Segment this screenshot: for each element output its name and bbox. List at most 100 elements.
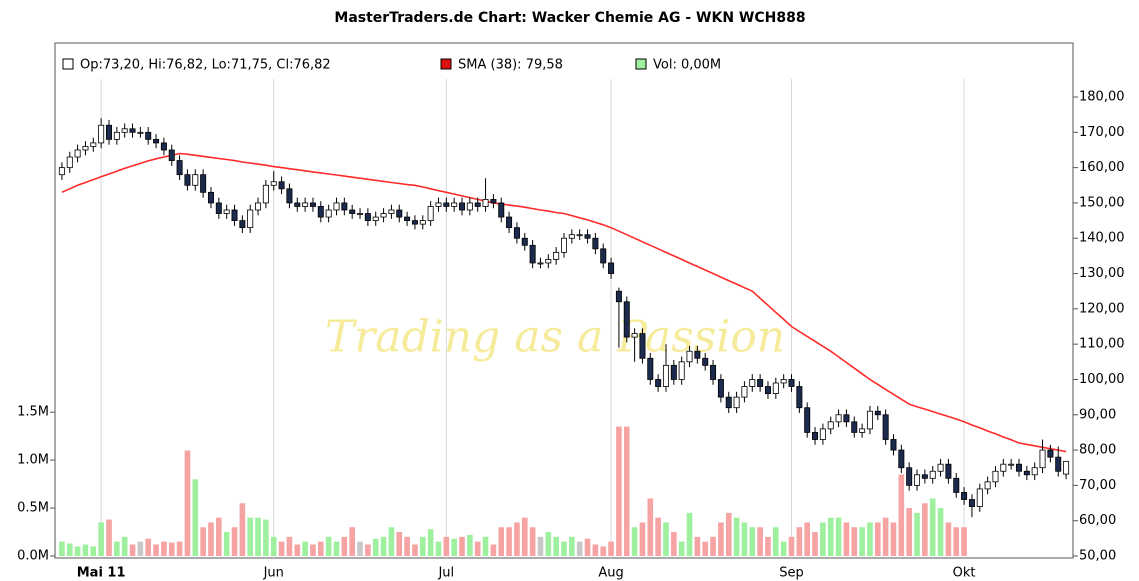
volume-bar (467, 535, 473, 556)
volume-bar (302, 542, 308, 556)
candle-body (318, 206, 323, 217)
candle-body (483, 199, 488, 206)
volume-bar (334, 542, 340, 556)
candle-body (1048, 450, 1053, 457)
candle-body (593, 238, 598, 249)
candle-body (506, 217, 511, 228)
volume-bar (389, 527, 395, 556)
y-tick-label: 120,00 (1079, 301, 1125, 316)
volume-bar (734, 518, 740, 556)
candle-body (287, 189, 292, 203)
candle-body (499, 203, 504, 217)
volume-bar (836, 518, 842, 556)
volume-bar (522, 518, 528, 556)
y-tick-label: 170,00 (1079, 125, 1125, 140)
volume-bar (930, 498, 936, 556)
y-tick-label: 110,00 (1079, 337, 1125, 352)
candle-body (687, 351, 692, 362)
candle-body (742, 387, 747, 398)
volume-bar (357, 542, 363, 556)
volume-bar (310, 544, 316, 556)
candle-body (616, 291, 621, 302)
candle-body (357, 214, 362, 215)
volume-bar (365, 544, 371, 556)
volume-bar (483, 537, 489, 556)
volume-bar (710, 537, 716, 556)
candle-body (389, 210, 394, 214)
candle-body (695, 351, 700, 358)
candle-body (812, 432, 817, 439)
candle-body (444, 203, 449, 207)
candle-body (1001, 464, 1006, 471)
legend-swatch (441, 59, 451, 69)
candle-body (59, 168, 64, 175)
candle-body (491, 199, 496, 203)
candle-body (365, 214, 370, 221)
y-tick-label: 80,00 (1079, 443, 1116, 458)
candle-body (852, 422, 857, 433)
candle-body (1032, 468, 1037, 475)
x-tick-label: Okt (953, 566, 976, 581)
volume-bar (412, 544, 418, 556)
candle-body (279, 182, 284, 189)
volume-bar (655, 518, 661, 556)
candle-body (248, 210, 253, 228)
volume-bar (192, 479, 198, 556)
candle-body (640, 334, 645, 359)
candle-body (993, 471, 998, 482)
volume-bar (498, 527, 504, 556)
y-tick-label: 150,00 (1079, 195, 1125, 210)
volume-bar (624, 427, 630, 556)
candle-body (554, 252, 559, 259)
volume-bar (530, 527, 536, 556)
volume-bar (318, 542, 324, 556)
candle-body (883, 415, 888, 440)
candle-body (381, 214, 386, 218)
candle-body (436, 203, 441, 207)
candle-body (820, 429, 825, 440)
volume-bar (914, 513, 920, 556)
volume-bar (891, 522, 897, 556)
candle-body (922, 475, 927, 479)
candle-body (1024, 471, 1029, 475)
volume-bar (663, 522, 669, 556)
volume-bar (773, 527, 779, 556)
volume-bar (381, 537, 387, 556)
volume-bar (459, 537, 465, 556)
candle-body (569, 235, 574, 239)
volume-bar (114, 542, 120, 556)
y-tick-label: 160,00 (1079, 160, 1125, 175)
candle-body (271, 182, 276, 186)
volume-bar (608, 542, 614, 556)
candle-body (153, 139, 158, 143)
x-tick-label: Mai 11 (77, 566, 126, 581)
candle-body (1063, 461, 1068, 474)
candle-body (232, 210, 237, 221)
volume-bar (326, 537, 332, 556)
candle-body (703, 358, 708, 365)
volume-bar (216, 518, 222, 556)
candle-body (797, 387, 802, 408)
volume-bar (138, 542, 144, 556)
volume-bar (177, 542, 183, 556)
candle-body (326, 210, 331, 217)
volume-bar (373, 539, 379, 556)
volume-bar (671, 532, 677, 556)
volume-bar (420, 537, 426, 556)
candle-body (828, 422, 833, 429)
candle-body (710, 365, 715, 379)
volume-bar (757, 527, 763, 556)
candle-body (656, 379, 661, 386)
candle-body (467, 203, 472, 210)
candle-body (373, 217, 378, 221)
volume-bar (906, 508, 912, 556)
candle-body (546, 259, 551, 263)
legend-swatch (63, 59, 73, 69)
volume-bar (546, 532, 552, 556)
y-tick-label: 140,00 (1079, 231, 1125, 246)
candle-body (961, 492, 966, 499)
candle-body (765, 387, 770, 394)
candle-body (836, 415, 841, 422)
volume-bar (695, 537, 701, 556)
legend-label: Op:73,20, Hi:76,82, Lo:71,75, Cl:76,82 (80, 58, 331, 73)
